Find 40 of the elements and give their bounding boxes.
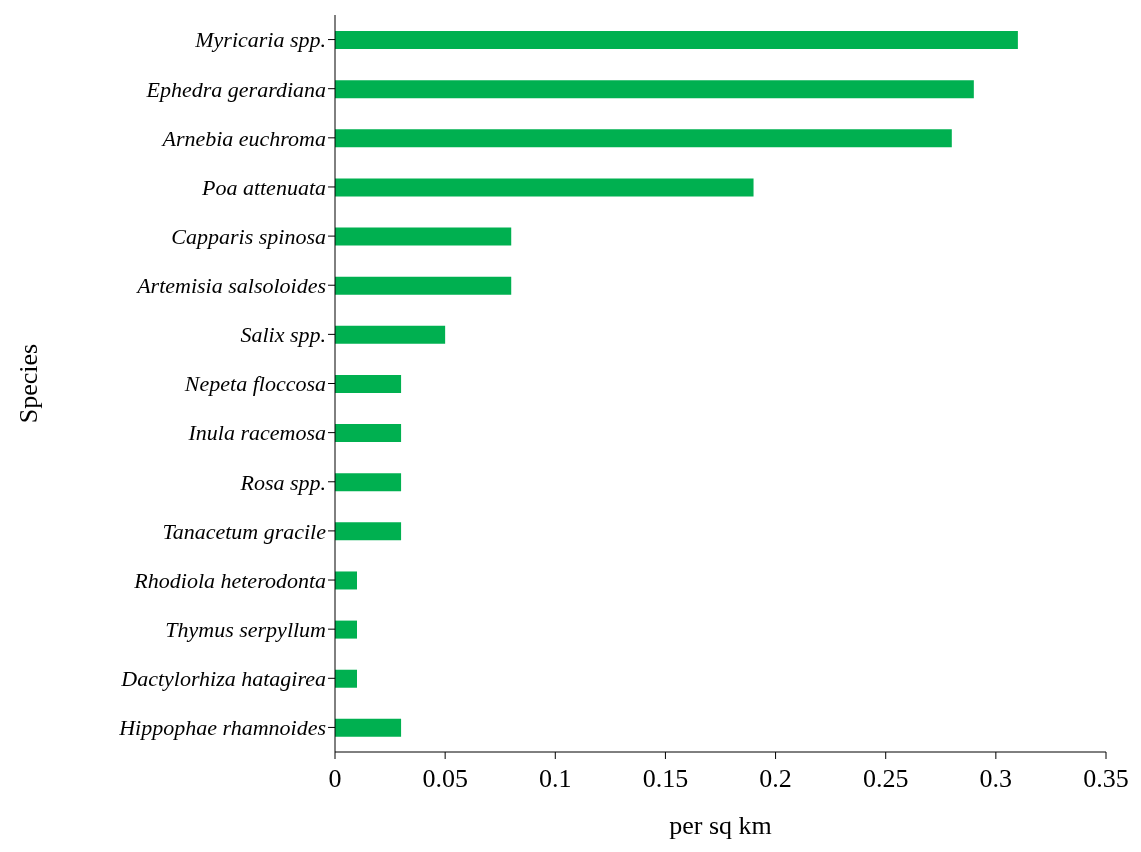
y-tick-label: Nepeta floccosa — [183, 371, 326, 397]
bar — [335, 620, 358, 639]
x-tick-label: 0.25 — [862, 764, 909, 794]
bar — [335, 473, 402, 492]
x-tick-label: 0.05 — [422, 764, 468, 794]
y-tick-label: Ephedra gerardiana — [145, 76, 326, 102]
x-tick-label: 0.35 — [1083, 764, 1129, 794]
x-tick-label: 0.2 — [759, 764, 792, 794]
bar — [335, 669, 358, 688]
bar — [335, 276, 512, 295]
y-tick-label: Inula racemosa — [187, 420, 326, 446]
bar — [335, 80, 974, 99]
bar — [335, 424, 402, 443]
x-axis-title: per sq km — [669, 811, 772, 840]
bar — [335, 374, 402, 393]
bar — [335, 522, 402, 541]
x-tick-label: 0 — [328, 764, 342, 794]
y-tick-label: Myricaria spp. — [194, 27, 326, 53]
x-tick-label: 0.15 — [642, 764, 689, 794]
y-axis-title: Species — [14, 343, 44, 424]
bar — [335, 325, 446, 344]
y-tick-label: Rosa spp. — [239, 469, 326, 495]
y-tick-label: Dactylorhiza hatagirea — [120, 666, 326, 692]
bar — [335, 178, 754, 197]
y-tick-label: Poa attenuata — [200, 174, 326, 200]
bar — [335, 129, 952, 148]
y-tick-label: Thymus serpyllum — [165, 616, 326, 642]
bar — [335, 31, 1018, 49]
y-tick-label: Hippophae rhamnoides — [118, 715, 326, 741]
y-tick-label: Capparis spinosa — [171, 223, 326, 249]
y-tick-label: Salix spp. — [240, 322, 326, 348]
x-tick-label: 0.1 — [539, 764, 572, 794]
x-tick-label: 0.3 — [979, 764, 1013, 794]
y-tick-label: Tanacetum gracile — [162, 518, 327, 544]
bar — [335, 571, 358, 590]
y-tick-label: Artemisia salsoloides — [135, 273, 326, 299]
bar — [335, 227, 512, 246]
y-tick-label: Rhodiola heterodonta — [133, 567, 326, 593]
bar — [335, 718, 402, 737]
y-tick-label: Arnebia euchroma — [160, 125, 326, 151]
